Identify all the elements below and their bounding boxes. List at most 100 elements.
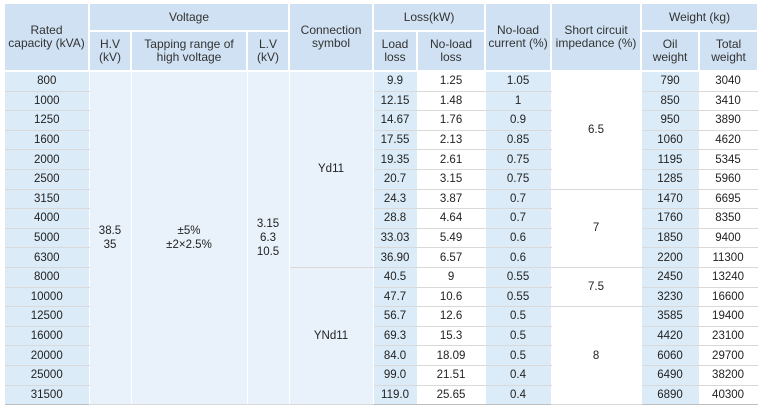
cell-load-loss: 36.90 — [373, 247, 418, 268]
cell-load-loss: 9.9 — [373, 71, 418, 92]
header-weight: Weight (kg) — [641, 4, 758, 32]
cell-rated-capacity: 8000 — [5, 267, 90, 288]
cell-total-weight: 5960 — [699, 169, 758, 190]
cell-no-load-current: 0.85 — [485, 130, 552, 151]
cell-short-circuit-impedance: 7 — [551, 189, 642, 268]
table-row: 1600 17.55 2.13 0.85 1060 4620 — [5, 130, 758, 151]
cell-load-loss: 20.7 — [373, 169, 418, 190]
cell-total-weight: 29700 — [699, 345, 758, 366]
header-tapping-range: Tapping range of high voltage — [131, 31, 248, 72]
cell-no-load-current: 0.5 — [485, 326, 552, 347]
cell-total-weight: 16600 — [699, 287, 758, 308]
cell-oil-weight: 3585 — [641, 306, 700, 327]
cell-rated-capacity: 1600 — [5, 130, 90, 151]
cell-no-load-current: 1.05 — [485, 71, 552, 92]
cell-lv-group: 3.15 6.3 10.5 — [247, 71, 290, 406]
cell-tapping-group: ±5% ±2×2.5% — [131, 71, 248, 406]
cell-no-load-loss: 25.65 — [417, 385, 486, 406]
cell-rated-capacity: 4000 — [5, 208, 90, 229]
table-row: 2000 19.35 2.61 0.75 1195 5345 — [5, 149, 758, 170]
table-row: 8000 YNd11 40.5 9 0.55 7.5 2450 13240 — [5, 267, 758, 406]
header-lv: L.V (kV) — [247, 31, 291, 72]
cell-no-load-current: 0.75 — [485, 149, 552, 170]
header-no-load-current: No-load current (%) — [485, 4, 553, 72]
cell-load-loss: 119.0 — [373, 385, 418, 406]
cell-rated-capacity: 800 — [5, 71, 90, 92]
cell-load-loss: 47.7 — [373, 287, 418, 308]
cell-no-load-current: 0.5 — [485, 306, 552, 327]
cell-total-weight: 40300 — [699, 385, 758, 406]
cell-rated-capacity: 1250 — [5, 110, 90, 131]
table-row: 25000 99.0 21.51 0.4 6490 38200 — [5, 365, 758, 386]
header-connection-symbol: Connection symbol — [289, 4, 375, 72]
cell-short-circuit-impedance: 7.5 — [551, 267, 642, 308]
cell-no-load-current: 0.75 — [485, 169, 552, 190]
table-row: 800 38.5 35 ±5% ±2×2.5% 3.15 6.3 10.5 Yd11 9.9 1.2… — [5, 71, 758, 406]
cell-oil-weight: 950 — [641, 110, 700, 131]
cell-no-load-loss: 1.48 — [417, 91, 486, 112]
cell-oil-weight: 790 — [641, 71, 700, 92]
cell-total-weight: 19400 — [699, 306, 758, 327]
cell-rated-capacity: 5000 — [5, 228, 90, 249]
header-total-weight: Total weight — [699, 31, 758, 72]
cell-no-load-loss: 9 — [417, 267, 486, 288]
cell-rated-capacity: 3150 — [5, 189, 90, 210]
table-row: 20000 84.0 18.09 0.5 6060 29700 — [5, 345, 758, 366]
cell-total-weight: 6695 — [699, 189, 758, 210]
cell-total-weight: 11300 — [699, 247, 758, 268]
cell-no-load-current: 0.9 — [485, 110, 552, 131]
cell-no-load-current: 0.4 — [485, 365, 552, 386]
cell-no-load-loss: 2.13 — [417, 130, 486, 151]
cell-total-weight: 3040 — [699, 71, 758, 92]
cell-connection-ynd11: YNd11 — [289, 267, 374, 406]
cell-oil-weight: 4420 — [641, 326, 700, 347]
table-row: 10000 47.7 10.6 0.55 3230 16600 — [5, 287, 758, 308]
cell-rated-capacity: 25000 — [5, 365, 90, 386]
cell-total-weight: 23100 — [699, 326, 758, 347]
table-row: 31500 119.0 25.65 0.4 6890 40300 — [5, 385, 758, 406]
cell-oil-weight: 3230 — [641, 287, 700, 308]
header-short-circuit-impedance: Short circuit impedance (%) — [551, 4, 643, 72]
table-row: 4000 28.8 4.64 0.7 1760 8350 — [5, 208, 758, 229]
header-voltage: Voltage — [89, 4, 291, 32]
cell-load-loss: 28.8 — [373, 208, 418, 229]
cell-rated-capacity: 6300 — [5, 247, 90, 268]
cell-no-load-loss: 10.6 — [417, 287, 486, 308]
cell-total-weight: 13240 — [699, 267, 758, 288]
cell-no-load-loss: 15.3 — [417, 326, 486, 347]
cell-load-loss: 14.67 — [373, 110, 418, 131]
cell-short-circuit-impedance: 8 — [551, 306, 642, 406]
cell-oil-weight: 1850 — [641, 228, 700, 249]
cell-oil-weight: 6490 — [641, 365, 700, 386]
cell-no-load-current: 0.55 — [485, 267, 552, 288]
cell-connection-yd11: Yd11 — [289, 71, 374, 268]
cell-rated-capacity: 12500 — [5, 306, 90, 327]
cell-total-weight: 3890 — [699, 110, 758, 131]
cell-oil-weight: 1195 — [641, 149, 700, 170]
cell-rated-capacity: 16000 — [5, 326, 90, 347]
cell-hv-group: 38.5 35 — [89, 71, 132, 406]
cell-total-weight: 9400 — [699, 228, 758, 249]
cell-no-load-loss: 5.49 — [417, 228, 486, 249]
header-hv: H.V (kV) — [89, 31, 132, 72]
cell-oil-weight: 2200 — [641, 247, 700, 268]
header-load-loss: Load loss — [373, 31, 419, 72]
cell-load-loss: 99.0 — [373, 365, 418, 386]
cell-load-loss: 84.0 — [373, 345, 418, 366]
cell-load-loss: 33.03 — [373, 228, 418, 249]
cell-total-weight: 3410 — [699, 91, 758, 112]
cell-no-load-current: 0.7 — [485, 189, 552, 210]
cell-total-weight: 5345 — [699, 149, 758, 170]
cell-total-weight: 38200 — [699, 365, 758, 386]
cell-no-load-loss: 21.51 — [417, 365, 486, 386]
header-loss: Loss(kW) — [373, 4, 487, 32]
header-row-2: H.V (kV) Tapping range of high voltage L… — [5, 31, 758, 72]
table-body: 800 38.5 35 ±5% ±2×2.5% 3.15 6.3 10.5 Yd11 9.9 1.2… — [5, 71, 758, 406]
cell-no-load-loss: 1.76 — [417, 110, 486, 131]
cell-load-loss: 40.5 — [373, 267, 418, 288]
cell-oil-weight: 1760 — [641, 208, 700, 229]
cell-no-load-loss: 3.15 — [417, 169, 486, 190]
header-rated-capacity: Rated capacity (kVA) — [5, 4, 90, 72]
header-no-load-loss: No-load loss — [417, 31, 487, 72]
